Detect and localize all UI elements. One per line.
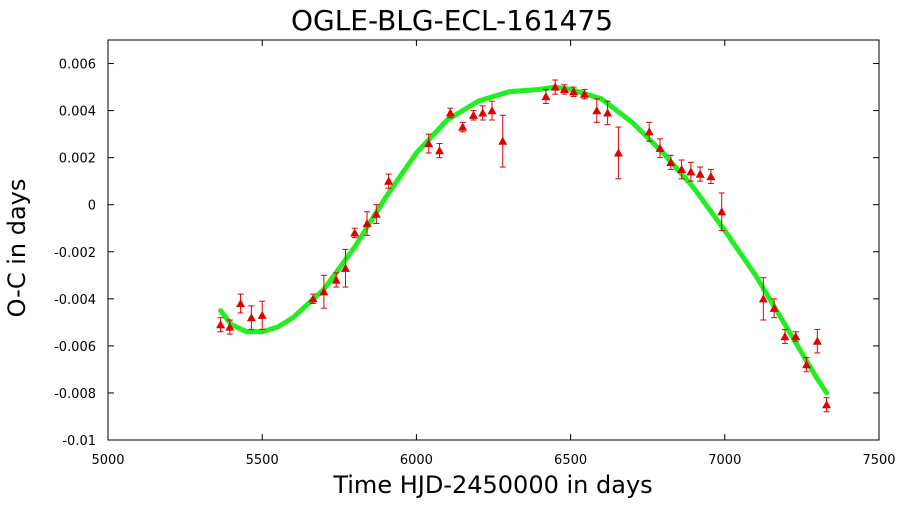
- data-point-marker: [340, 263, 350, 272]
- data-point-marker: [246, 313, 256, 322]
- data-point-marker: [666, 157, 676, 166]
- y-tick-label: 0.006: [59, 58, 96, 73]
- data-point-marker: [424, 139, 434, 148]
- data-point-marker: [812, 336, 822, 345]
- data-points-layer: [216, 79, 832, 413]
- y-tick-label: 0: [88, 199, 96, 214]
- data-point-marker: [655, 143, 665, 152]
- data-point-marker: [225, 322, 235, 331]
- x-axis-label: Time HJD-2450000 in days: [332, 471, 652, 499]
- x-tick-label: 7500: [862, 453, 895, 468]
- chart-title: OGLE-BLG-ECL-161475: [291, 4, 613, 37]
- data-point-marker: [559, 84, 569, 94]
- y-tick-label: -0.008: [54, 387, 96, 402]
- y-axis-label: O-C in days: [3, 179, 31, 318]
- data-point-marker: [350, 228, 360, 237]
- data-point-marker: [592, 106, 602, 115]
- x-tick-label: 5000: [91, 453, 124, 468]
- data-point-marker: [458, 122, 468, 131]
- data-point-marker: [435, 146, 445, 155]
- data-point-marker: [319, 287, 329, 296]
- data-point-marker: [791, 331, 801, 341]
- data-point-marker: [569, 87, 579, 96]
- tick-layer: 5000 5500 6000 6500 7000 7500 0.006 0.004 0.002 0…: [54, 40, 896, 468]
- y-tick-label: -0.002: [54, 246, 96, 261]
- data-point-marker: [603, 108, 613, 117]
- y-tick-label: -0.006: [54, 340, 96, 355]
- data-point-marker: [695, 169, 705, 178]
- data-point-marker: [445, 108, 455, 117]
- data-point-marker: [362, 219, 372, 228]
- x-tick-label: 7000: [708, 453, 741, 468]
- data-point-marker: [468, 110, 478, 119]
- data-point-marker: [478, 108, 488, 117]
- data-point-marker: [257, 310, 267, 319]
- data-point-marker: [550, 82, 560, 91]
- data-point-marker: [371, 209, 381, 218]
- data-point-marker: [706, 171, 716, 181]
- y-tick-label: 0.002: [59, 152, 96, 167]
- x-tick-label: 6500: [554, 453, 587, 468]
- data-point-marker: [644, 127, 654, 136]
- fit-curve: [218, 84, 830, 396]
- data-point-marker: [216, 320, 226, 329]
- data-point-marker: [717, 207, 727, 216]
- data-point-marker: [236, 299, 246, 308]
- x-tick-label: 5500: [246, 453, 279, 468]
- data-point-marker: [758, 294, 768, 303]
- y-tick-label: -0.01: [62, 434, 96, 449]
- data-point-marker: [384, 176, 394, 185]
- x-tick-label: 6000: [400, 453, 433, 468]
- data-point-marker: [308, 294, 318, 303]
- data-point-marker: [331, 275, 341, 284]
- data-point-marker: [613, 148, 623, 157]
- plot-frame: [107, 39, 880, 441]
- data-point-marker: [487, 106, 497, 115]
- data-point-marker: [780, 331, 790, 341]
- data-point-marker: [802, 360, 812, 369]
- data-point-marker: [686, 167, 696, 176]
- data-point-marker: [541, 91, 551, 101]
- y-tick-label: 0.004: [59, 105, 96, 120]
- fit-curve-layer: [218, 84, 830, 396]
- y-tick-label: -0.004: [54, 293, 96, 308]
- data-point-marker: [579, 89, 589, 98]
- data-point-marker: [677, 164, 687, 174]
- data-point-marker: [498, 136, 508, 145]
- data-point-marker: [822, 400, 832, 409]
- data-point-marker: [769, 303, 779, 312]
